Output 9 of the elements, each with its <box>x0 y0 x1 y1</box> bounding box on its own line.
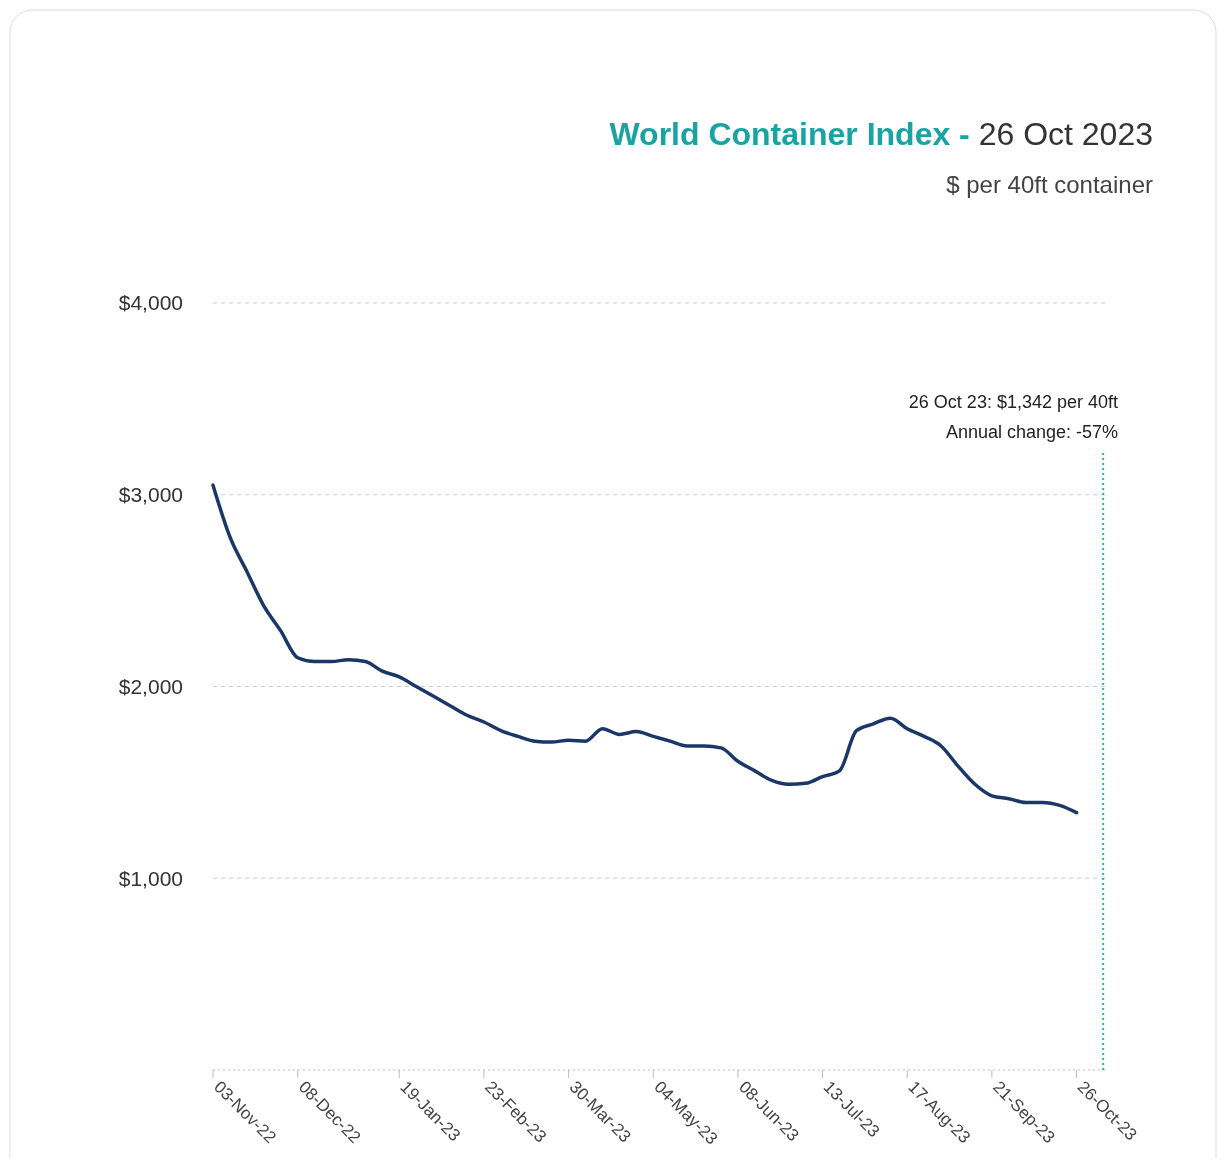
line-series <box>211 483 1079 815</box>
chart-subtitle: $ per 40ft container <box>946 171 1153 198</box>
y-tick-label: $4,000 <box>118 291 183 315</box>
chart-title: World Container Index - 26 Oct 2023 <box>609 116 1153 152</box>
y-tick-label: $3,000 <box>118 483 183 507</box>
y-tick-label: $1,000 <box>118 866 183 890</box>
annotation: 26 Oct 23: $1,342 per 40ft <box>908 392 1118 412</box>
annotation: Annual change: -57% <box>945 422 1118 442</box>
y-tick-label: $2,000 <box>118 674 183 698</box>
